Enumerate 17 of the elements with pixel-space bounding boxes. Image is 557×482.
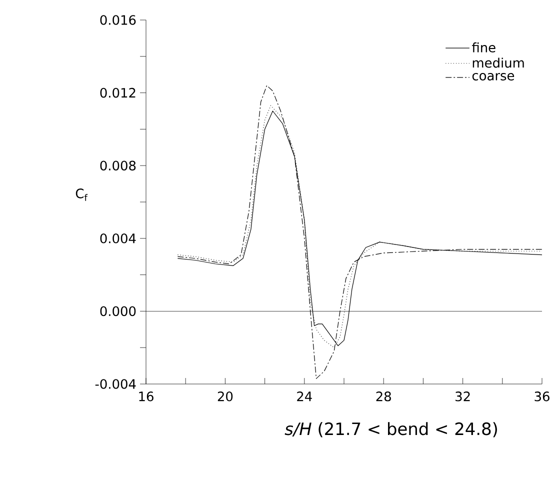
x-tick-label: 20 [218, 392, 233, 402]
y-tick-label: 0.016 [100, 15, 136, 25]
y-tick-label: -0.004 [95, 379, 136, 389]
x-tick-label: 36 [534, 392, 550, 402]
x-tick-label: 32 [456, 392, 470, 402]
y-tick-label: 0.008 [100, 160, 136, 170]
x-tick-label: 28 [376, 392, 391, 402]
y-axis-title: C$_{f}$ [76, 188, 88, 201]
legend-label: fine [472, 42, 496, 52]
x-tick-label: 16 [139, 392, 154, 402]
y-tick-label: 0.004 [100, 234, 136, 244]
legend-label: medium [472, 58, 524, 68]
y-tick-label: 0.012 [100, 88, 136, 98]
legend-label: coarse [472, 73, 514, 80]
x-tick-label: 24 [297, 392, 312, 402]
x-axis-title: s/H (21.7 < bend < 24.8) [284, 422, 497, 438]
y-tick-label: 0.000 [100, 306, 136, 316]
